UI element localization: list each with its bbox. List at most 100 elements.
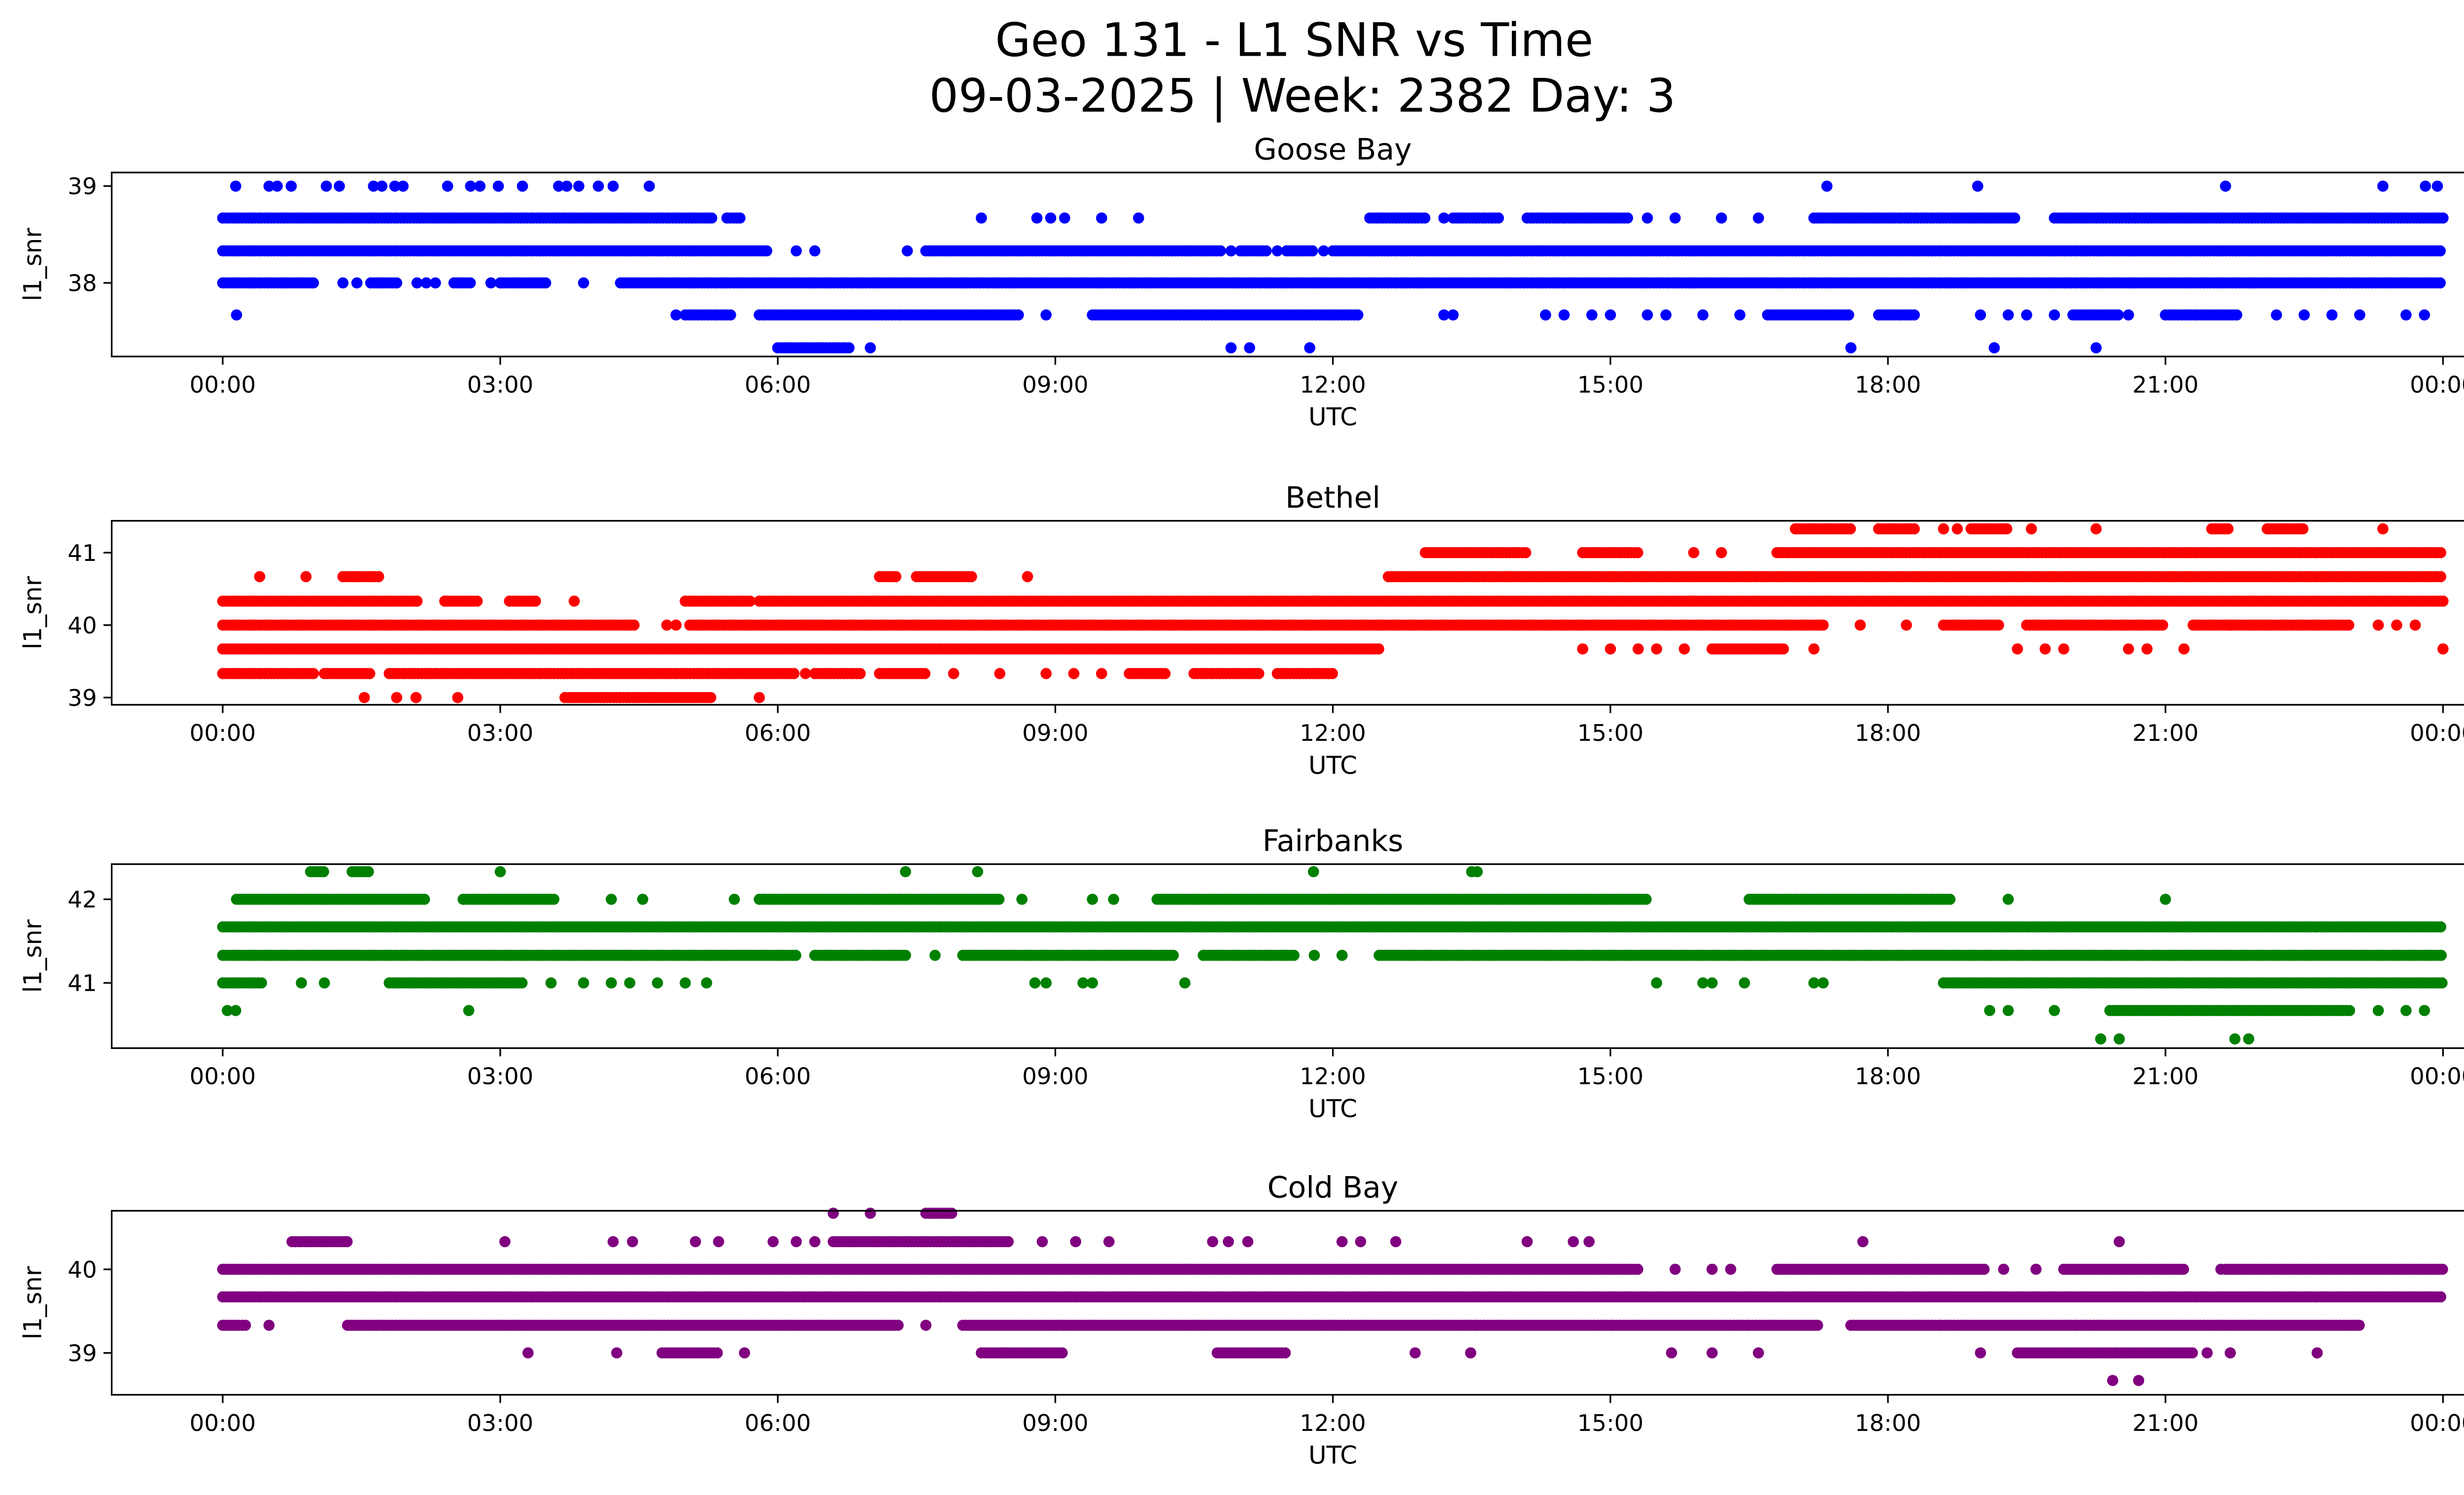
data-point (2090, 523, 2102, 535)
data-point (725, 309, 736, 321)
x-tick-label: 00:00 (190, 720, 256, 747)
data-point (734, 212, 746, 224)
data-point (231, 309, 242, 321)
data-point (1304, 342, 1315, 353)
x-tick-label: 18:00 (1855, 372, 1921, 399)
data-point (1632, 643, 1644, 655)
data-point (2178, 643, 2190, 655)
data-point (1215, 245, 1227, 257)
data-point (1438, 212, 1450, 224)
data-point (391, 277, 403, 289)
x-tick-label: 00:00 (2410, 372, 2464, 399)
data-point (548, 894, 560, 905)
x-tick-label: 00:00 (190, 372, 256, 399)
data-point (2437, 595, 2449, 607)
data-point (2377, 180, 2389, 192)
data-point (391, 692, 403, 703)
data-point (2298, 309, 2310, 321)
data-point (972, 866, 984, 877)
y-axis-label: l1_snr (18, 228, 47, 301)
data-point (864, 342, 876, 353)
data-point (1817, 619, 1829, 631)
data-point (761, 245, 773, 257)
data-point (2434, 245, 2446, 257)
data-point (2090, 342, 2102, 353)
data-points (217, 523, 2449, 703)
x-tick-label: 03:00 (467, 720, 533, 747)
data-point (1715, 547, 1727, 558)
data-point (2343, 619, 2355, 631)
data-point (919, 668, 931, 679)
data-point (1244, 342, 1256, 353)
data-point (452, 692, 464, 703)
data-point (464, 277, 476, 289)
data-point (1605, 643, 1616, 655)
data-point (1642, 212, 1653, 224)
y-tick-label: 38 (68, 271, 97, 297)
data-point (1558, 309, 1570, 321)
data-point (397, 180, 409, 192)
x-tick-label: 15:00 (1577, 720, 1643, 747)
data-point (1493, 212, 1504, 224)
data-point (389, 180, 401, 192)
data-point (2021, 309, 2032, 321)
data-point (334, 180, 345, 192)
data-point (901, 245, 913, 257)
data-point (1352, 309, 1364, 321)
data-point (2001, 523, 2013, 535)
data-point (1133, 212, 1144, 224)
panel-title: Fairbanks (1263, 824, 1403, 858)
data-point (376, 180, 388, 192)
data-point (1577, 643, 1588, 655)
data-point (410, 692, 422, 703)
data-point (285, 180, 297, 192)
x-tick-label: 21:00 (2132, 372, 2198, 399)
y-tick-label: 39 (68, 685, 97, 712)
data-point (1854, 619, 1866, 631)
x-tick-label: 06:00 (745, 372, 811, 399)
x-axis-label: UTC (1308, 751, 1357, 780)
data-point (966, 571, 977, 583)
x-tick-label: 12:00 (1300, 372, 1366, 399)
data-point (2012, 643, 2023, 655)
data-point (1225, 245, 1237, 257)
y-tick-label: 41 (68, 540, 97, 567)
data-point (1068, 668, 1080, 679)
data-point (628, 619, 640, 631)
data-point (705, 692, 717, 703)
data-point (573, 180, 584, 192)
data-point (465, 180, 477, 192)
data-point (492, 180, 504, 192)
data-point (263, 180, 275, 192)
data-point (364, 668, 376, 679)
data-point (1040, 668, 1052, 679)
chart-title: Geo 131 - L1 SNR vs Time (995, 13, 1593, 67)
data-point (516, 180, 528, 192)
data-point (1734, 309, 1745, 321)
data-point (1632, 547, 1643, 558)
data-point (1253, 668, 1265, 679)
data-point (1271, 245, 1283, 257)
data-point (2002, 309, 2014, 321)
x-axis-label: UTC (1308, 403, 1357, 431)
data-point (753, 692, 765, 703)
data-point (2231, 309, 2243, 321)
x-tick-label: 06:00 (745, 720, 811, 747)
data-point (320, 180, 332, 192)
y-axis-label: l1_snr (18, 576, 47, 649)
data-point (790, 245, 802, 257)
data-point (2224, 619, 2236, 631)
data-point (890, 571, 902, 583)
data-point (2113, 309, 2124, 321)
data-point (670, 309, 682, 321)
data-point (2157, 619, 2168, 631)
data-point (1669, 212, 1681, 224)
data-point (530, 595, 541, 607)
x-tick-label: 15:00 (1577, 372, 1643, 399)
data-point (2435, 571, 2447, 583)
data-point (2058, 643, 2070, 655)
data-point (358, 692, 370, 703)
data-point (2419, 309, 2430, 321)
y-tick-label: 39 (68, 174, 97, 200)
